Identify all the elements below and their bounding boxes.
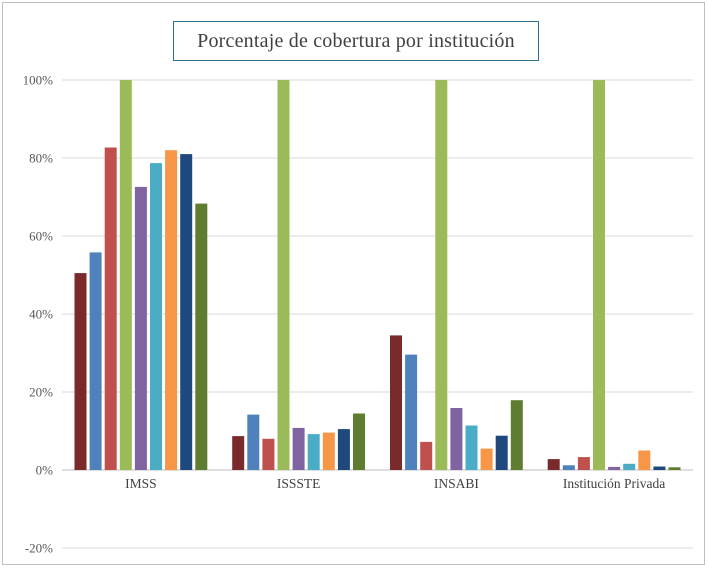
bar <box>562 465 575 470</box>
bar <box>405 354 418 470</box>
x-axis-labels: IMSS ISSSTE INSABI Institución Privada <box>125 476 665 491</box>
bar <box>247 414 260 470</box>
bar <box>262 438 275 470</box>
bar <box>353 413 365 470</box>
bar <box>608 466 621 470</box>
bars <box>74 80 681 470</box>
bar <box>420 441 433 470</box>
bar <box>495 435 508 470</box>
bar <box>668 467 681 470</box>
bar <box>134 186 147 470</box>
y-tick-label: 80% <box>29 151 53 166</box>
bar <box>480 448 493 470</box>
bar <box>180 154 193 470</box>
bar <box>653 466 666 470</box>
bar <box>390 335 402 470</box>
bar <box>277 80 290 470</box>
bar <box>623 463 636 470</box>
bar <box>307 434 320 470</box>
bar <box>547 459 560 470</box>
y-tick-label: 20% <box>29 385 53 400</box>
bar <box>165 150 178 470</box>
y-axis-labels: -20% 0% 20% 40% 60% 80% 100% <box>23 73 54 556</box>
bar <box>89 252 102 470</box>
chart-title: Porcentaje de cobertura por institución <box>173 21 539 61</box>
bar <box>232 436 245 470</box>
bar <box>150 163 162 470</box>
y-tick-label: -20% <box>25 541 53 556</box>
bar <box>638 450 651 470</box>
bar <box>435 80 448 470</box>
x-tick-label: ISSSTE <box>277 476 321 491</box>
y-tick-label: 60% <box>29 229 53 244</box>
bar <box>195 203 208 470</box>
x-tick-label: INSABI <box>434 476 480 491</box>
bar <box>593 80 605 470</box>
bar <box>465 425 478 470</box>
bar <box>322 432 335 470</box>
bar <box>510 400 523 470</box>
bar <box>119 80 132 470</box>
x-tick-label: Institución Privada <box>563 476 665 491</box>
bar <box>74 273 87 470</box>
y-tick-label: 40% <box>29 307 53 322</box>
bar <box>577 457 590 470</box>
y-tick-label: 0% <box>36 463 54 478</box>
bar <box>337 429 350 470</box>
bar <box>104 147 117 470</box>
y-tick-label: 100% <box>23 73 54 88</box>
bar <box>292 427 305 470</box>
bar <box>450 408 463 470</box>
x-tick-label: IMSS <box>125 476 157 491</box>
